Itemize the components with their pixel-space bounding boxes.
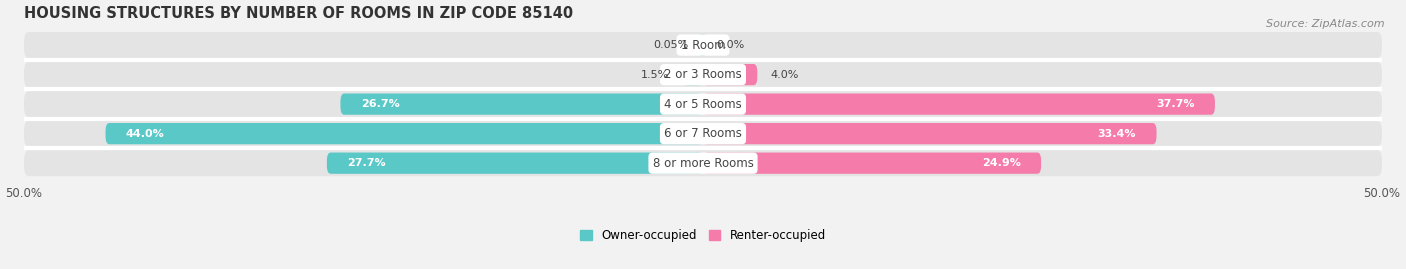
Text: 2 or 3 Rooms: 2 or 3 Rooms	[664, 68, 742, 81]
Text: 4.0%: 4.0%	[770, 70, 799, 80]
Text: 27.7%: 27.7%	[347, 158, 385, 168]
FancyBboxPatch shape	[326, 153, 703, 174]
FancyBboxPatch shape	[703, 123, 1157, 144]
Text: 1.5%: 1.5%	[641, 70, 669, 80]
Text: HOUSING STRUCTURES BY NUMBER OF ROOMS IN ZIP CODE 85140: HOUSING STRUCTURES BY NUMBER OF ROOMS IN…	[24, 6, 574, 20]
FancyBboxPatch shape	[24, 121, 1382, 147]
FancyBboxPatch shape	[699, 34, 706, 56]
Text: 4 or 5 Rooms: 4 or 5 Rooms	[664, 98, 742, 111]
Text: 8 or more Rooms: 8 or more Rooms	[652, 157, 754, 170]
Text: 37.7%: 37.7%	[1156, 99, 1195, 109]
Text: Source: ZipAtlas.com: Source: ZipAtlas.com	[1267, 19, 1385, 29]
FancyBboxPatch shape	[24, 150, 1382, 176]
Text: 6 or 7 Rooms: 6 or 7 Rooms	[664, 127, 742, 140]
Text: 26.7%: 26.7%	[361, 99, 399, 109]
Legend: Owner-occupied, Renter-occupied: Owner-occupied, Renter-occupied	[579, 229, 827, 242]
Text: 33.4%: 33.4%	[1098, 129, 1136, 139]
Text: 1 Room: 1 Room	[681, 38, 725, 52]
FancyBboxPatch shape	[703, 94, 1215, 115]
FancyBboxPatch shape	[703, 153, 1040, 174]
FancyBboxPatch shape	[683, 64, 703, 85]
Text: 0.05%: 0.05%	[654, 40, 689, 50]
FancyBboxPatch shape	[24, 32, 1382, 58]
Text: 0.0%: 0.0%	[717, 40, 745, 50]
Text: 44.0%: 44.0%	[127, 129, 165, 139]
FancyBboxPatch shape	[24, 91, 1382, 117]
Text: 24.9%: 24.9%	[981, 158, 1021, 168]
FancyBboxPatch shape	[703, 64, 758, 85]
FancyBboxPatch shape	[24, 62, 1382, 88]
FancyBboxPatch shape	[340, 94, 703, 115]
FancyBboxPatch shape	[105, 123, 703, 144]
